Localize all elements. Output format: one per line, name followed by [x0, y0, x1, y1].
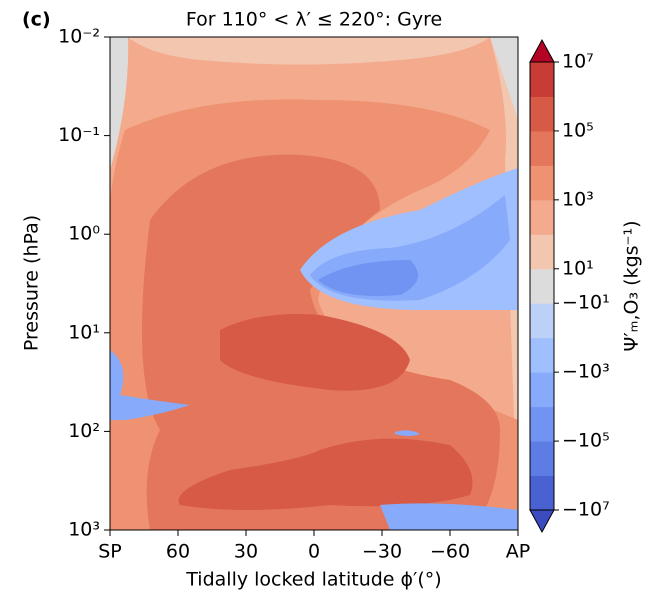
colorbar-swatch	[530, 406, 554, 442]
x-tick-label: 30	[234, 541, 258, 563]
y-tick-label: 10³	[68, 519, 100, 541]
colorbar-label: Ψ′ₘ,O₃ (kgs⁻¹)	[621, 220, 643, 351]
y-axis-label: Pressure (hPa)	[21, 215, 43, 351]
colorbar-extend-bottom	[529, 509, 555, 534]
colorbar-tick-label: −10⁷	[562, 499, 610, 521]
y-tick-label: 10²	[68, 420, 100, 442]
colorbar-extend-top	[529, 38, 555, 63]
colorbar-swatch	[530, 234, 554, 270]
colorbar-swatch	[530, 130, 554, 166]
contour-region	[178, 314, 473, 510]
colorbar-swatch	[530, 303, 554, 339]
y-tick-label: 10⁻¹	[58, 124, 100, 146]
colorbar-swatch	[530, 62, 554, 97]
colorbar-swatch	[530, 96, 554, 132]
colorbar-swatch	[530, 268, 554, 304]
colorbar-swatch	[530, 199, 554, 235]
colorbar-tick-label: 10¹	[562, 257, 594, 279]
x-tick-label: −60	[430, 541, 470, 563]
colorbar-swatch	[530, 337, 554, 373]
colorbar-tick-label: 10⁵	[562, 119, 594, 141]
x-axis-label: Tidally locked latitude ϕ′(°)	[185, 569, 441, 591]
y-tick-label: 10¹	[68, 321, 100, 343]
contour-field	[110, 37, 518, 530]
y-tick-label: 10⁰	[68, 223, 100, 245]
contour-region	[110, 350, 518, 530]
colorbar-tick-label: −10¹	[562, 292, 610, 314]
colorbar-swatch	[530, 372, 554, 408]
x-tick-label: SP	[98, 541, 122, 563]
x-tick-label: 60	[166, 541, 190, 563]
x-tick-label: −30	[362, 541, 402, 563]
colorbar-swatch	[530, 475, 554, 511]
colorbar-tick-label: −10³	[562, 361, 610, 383]
chart-title: For 110° < λ′ ≤ 220°: Gyre	[186, 9, 442, 31]
colorbar-frame	[529, 61, 555, 511]
x-tick-label: 0	[308, 541, 320, 563]
colorbar-tick-label: 10⁷	[562, 51, 594, 73]
colorbar-swatch	[530, 165, 554, 201]
contour-region	[318, 260, 418, 296]
panel-label: (c)	[22, 9, 51, 31]
colorbar-swatch	[530, 441, 554, 477]
y-tick-label: 10⁻²	[58, 26, 100, 48]
x-tick-label: AP	[506, 541, 530, 563]
colorbar-tick-label: 10³	[562, 188, 594, 210]
colorbar-tick-label: −10⁵	[562, 430, 610, 452]
